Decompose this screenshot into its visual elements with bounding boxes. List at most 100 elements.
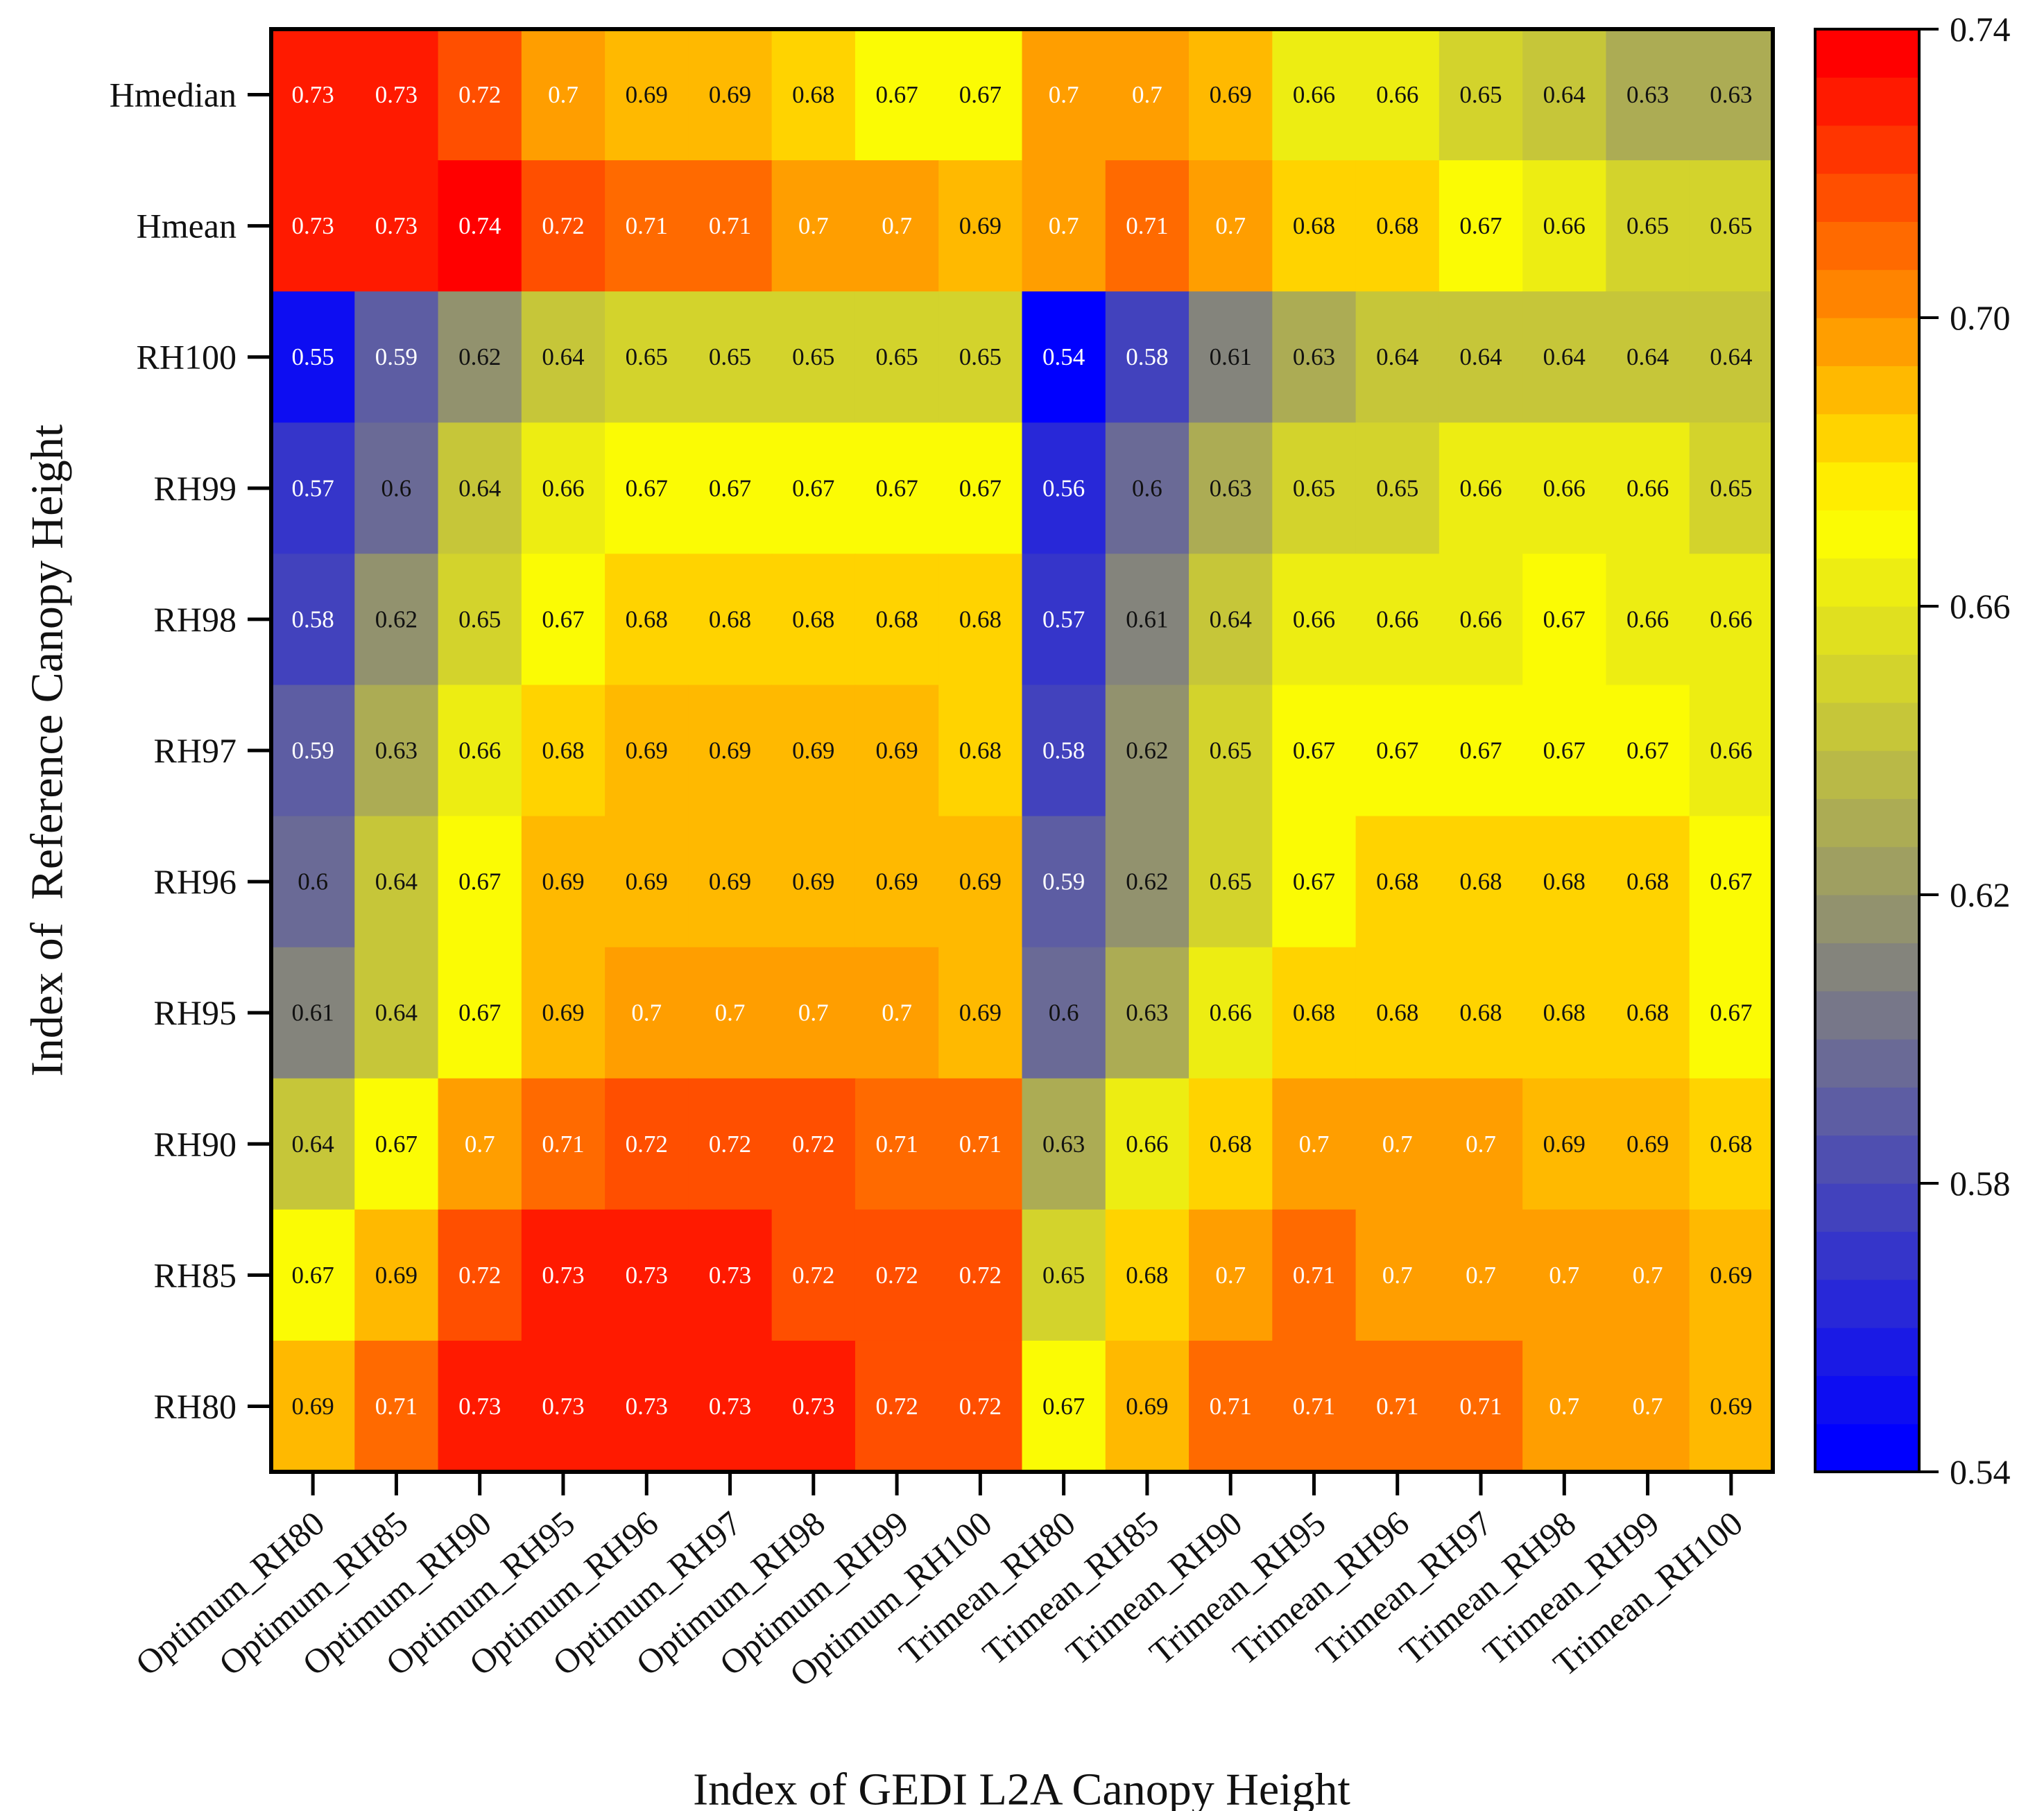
- cell-value-label: 0.69: [626, 81, 668, 108]
- cell-value-label: 0.67: [458, 868, 501, 895]
- colorbar-swatch: [1815, 1039, 1919, 1088]
- colorbar-tick-label: 0.58: [1950, 1164, 2011, 1203]
- y-tick-label: RH96: [154, 862, 237, 901]
- cell-value-label: 0.7: [1549, 1393, 1579, 1420]
- heatmap-cell: [1522, 1078, 1607, 1210]
- colorbar-swatch: [1815, 510, 1919, 559]
- heatmap-cell: [1022, 1209, 1106, 1341]
- heatmap-cell: [938, 422, 1023, 554]
- cell-value-label: 0.69: [1710, 1393, 1752, 1420]
- heatmap-cell: [605, 1078, 689, 1210]
- cell-value-label: 0.59: [1042, 868, 1085, 895]
- cell-value-label: 0.67: [626, 474, 668, 501]
- cell-value-label: 0.65: [1042, 1262, 1085, 1289]
- heatmap-cell: [1438, 291, 1523, 423]
- cell-value-label: 0.69: [626, 737, 668, 764]
- heatmap-cell: [688, 553, 773, 686]
- heatmap-cell: [1438, 947, 1523, 1079]
- cell-value-label: 0.68: [875, 606, 918, 633]
- cell-value-label: 0.69: [292, 1393, 334, 1420]
- heatmap-cell: [1355, 553, 1440, 686]
- heatmap-cell: [771, 1078, 856, 1210]
- heatmap-cell: [1522, 1209, 1607, 1341]
- heatmap-cell: [521, 291, 606, 423]
- cell-value-label: 0.69: [542, 999, 584, 1027]
- heatmap-cell: [354, 1209, 439, 1341]
- cell-value-label: 0.6: [298, 868, 328, 895]
- cell-value-label: 0.69: [542, 868, 584, 895]
- heatmap-cell: [938, 816, 1023, 948]
- heatmap-cell: [1689, 422, 1774, 554]
- cell-value-label: 0.65: [792, 343, 834, 370]
- heatmap-cell: [938, 1340, 1023, 1473]
- cell-value-label: 0.73: [709, 1262, 751, 1289]
- heatmap-cell: [1606, 29, 1690, 161]
- cell-value-label: 0.59: [292, 737, 334, 764]
- colorbar-swatch: [1815, 798, 1919, 848]
- heatmap-cell: [1438, 1209, 1523, 1341]
- heatmap-cell: [1438, 553, 1523, 686]
- cell-value-label: 0.71: [1293, 1393, 1335, 1420]
- cell-value-label: 0.7: [1633, 1262, 1663, 1289]
- heatmap-cell: [354, 291, 439, 423]
- colorbar-tick-label: 0.54: [1950, 1452, 2011, 1491]
- heatmap-cell: [1022, 422, 1106, 554]
- cell-value-label: 0.68: [959, 606, 1002, 633]
- cell-value-label: 0.63: [375, 737, 418, 764]
- heatmap-cell: [688, 816, 773, 948]
- colorbar-swatch: [1815, 846, 1919, 895]
- cell-value-label: 0.7: [1049, 81, 1079, 108]
- heatmap-cell: [1105, 1209, 1190, 1341]
- heatmap-cell: [1355, 1209, 1440, 1341]
- cell-value-label: 0.65: [1376, 474, 1418, 501]
- heatmap-cell: [771, 553, 856, 686]
- cell-value-label: 0.66: [1626, 474, 1669, 501]
- heatmap-cell: [521, 29, 606, 161]
- heatmap-cell: [354, 1340, 439, 1473]
- cell-value-label: 0.71: [875, 1131, 918, 1158]
- cell-value-label: 0.71: [709, 212, 751, 239]
- heatmap-cell: [605, 291, 689, 423]
- heatmap-cell: [438, 291, 522, 423]
- cell-value-label: 0.68: [1376, 212, 1418, 239]
- heatmap-cell: [271, 29, 355, 161]
- cell-value-label: 0.68: [1293, 999, 1335, 1027]
- cell-value-label: 0.7: [1215, 212, 1246, 239]
- heatmap-cell: [1105, 160, 1190, 292]
- cell-value-label: 0.7: [1382, 1131, 1413, 1158]
- cell-value-label: 0.66: [1293, 81, 1335, 108]
- heatmap-cell: [521, 1078, 606, 1210]
- heatmap-cell: [854, 160, 939, 292]
- cell-value-label: 0.72: [959, 1262, 1002, 1289]
- colorbar-swatch: [1815, 654, 1919, 703]
- colorbar-tick-label: 0.70: [1950, 298, 2011, 337]
- heatmap-cell: [271, 1209, 355, 1341]
- cell-value-label: 0.71: [375, 1393, 418, 1420]
- colorbar-swatch: [1815, 1087, 1919, 1136]
- heatmap-cell: [438, 947, 522, 1079]
- cell-value-label: 0.72: [458, 81, 501, 108]
- heatmap-cell: [1189, 1078, 1273, 1210]
- cell-value-label: 0.59: [375, 343, 418, 370]
- colorbar-swatch: [1815, 1423, 1919, 1473]
- heatmap-cell: [1355, 291, 1440, 423]
- heatmap-cell: [271, 291, 355, 423]
- cell-value-label: 0.61: [1126, 606, 1168, 633]
- cell-value-label: 0.7: [1132, 81, 1162, 108]
- cell-value-label: 0.72: [959, 1393, 1002, 1420]
- heatmap-cell: [438, 422, 522, 554]
- colorbar-swatch: [1815, 1183, 1919, 1232]
- y-axis: Hmedian Hmean RH100 RH99 RH98 RH97 RH96 RH95 RH9…: [110, 76, 271, 1425]
- heatmap-cell: [1522, 685, 1607, 817]
- cell-value-label: 0.6: [1049, 999, 1079, 1027]
- cell-value-label: 0.68: [1626, 868, 1669, 895]
- cell-value-label: 0.62: [458, 343, 501, 370]
- cell-value-label: 0.72: [875, 1262, 918, 1289]
- heatmap-cell: [1022, 685, 1106, 817]
- heatmap-cell: [1189, 1209, 1273, 1341]
- cell-value-label: 0.73: [542, 1262, 584, 1289]
- cell-value-label: 0.69: [709, 737, 751, 764]
- cell-value-label: 0.66: [1126, 1131, 1168, 1158]
- heatmap-cell: [938, 947, 1023, 1079]
